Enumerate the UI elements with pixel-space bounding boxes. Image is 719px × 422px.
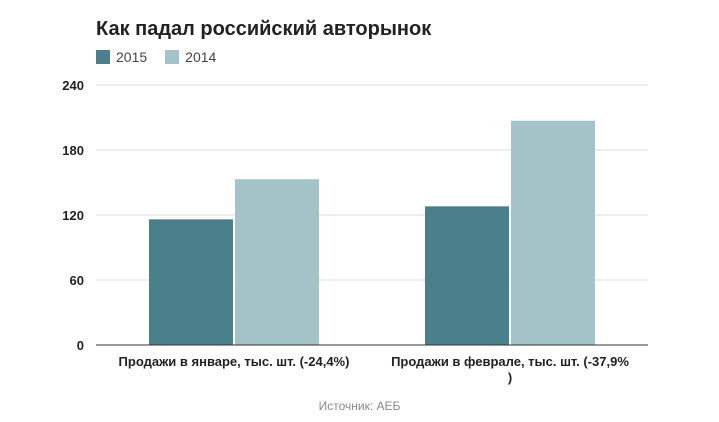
x-tick-label: Продажи в феврале, тыс. шт. (-37,9% (391, 354, 629, 369)
legend-item-2014: 2014 (165, 49, 216, 65)
legend: 2015 2014 (96, 49, 234, 65)
y-tick-label: 240 (62, 78, 84, 93)
chart-title: Как падал российский авторынок (96, 18, 432, 40)
y-tick-label: 0 (77, 338, 84, 353)
y-tick-label: 60 (70, 273, 84, 288)
x-tick-label: Продажи в январе, тыс. шт. (-24,4%) (119, 354, 350, 369)
legend-label-2015: 2015 (116, 49, 148, 65)
legend-label-2014: 2014 (185, 49, 217, 65)
y-tick-label: 180 (62, 143, 84, 158)
source-note: Источник: АЕБ (318, 399, 401, 413)
legend-swatch-2015 (96, 50, 110, 64)
x-tick-label: ) (508, 370, 512, 385)
legend-item-2015: 2015 (96, 49, 147, 65)
bar-2015-2 (425, 206, 509, 345)
bar-2014-1 (235, 179, 319, 345)
legend-swatch-2014 (165, 50, 180, 64)
bar-2014-2 (511, 120, 595, 345)
y-tick-label: 120 (62, 208, 84, 223)
bar-2015-1 (149, 219, 233, 345)
